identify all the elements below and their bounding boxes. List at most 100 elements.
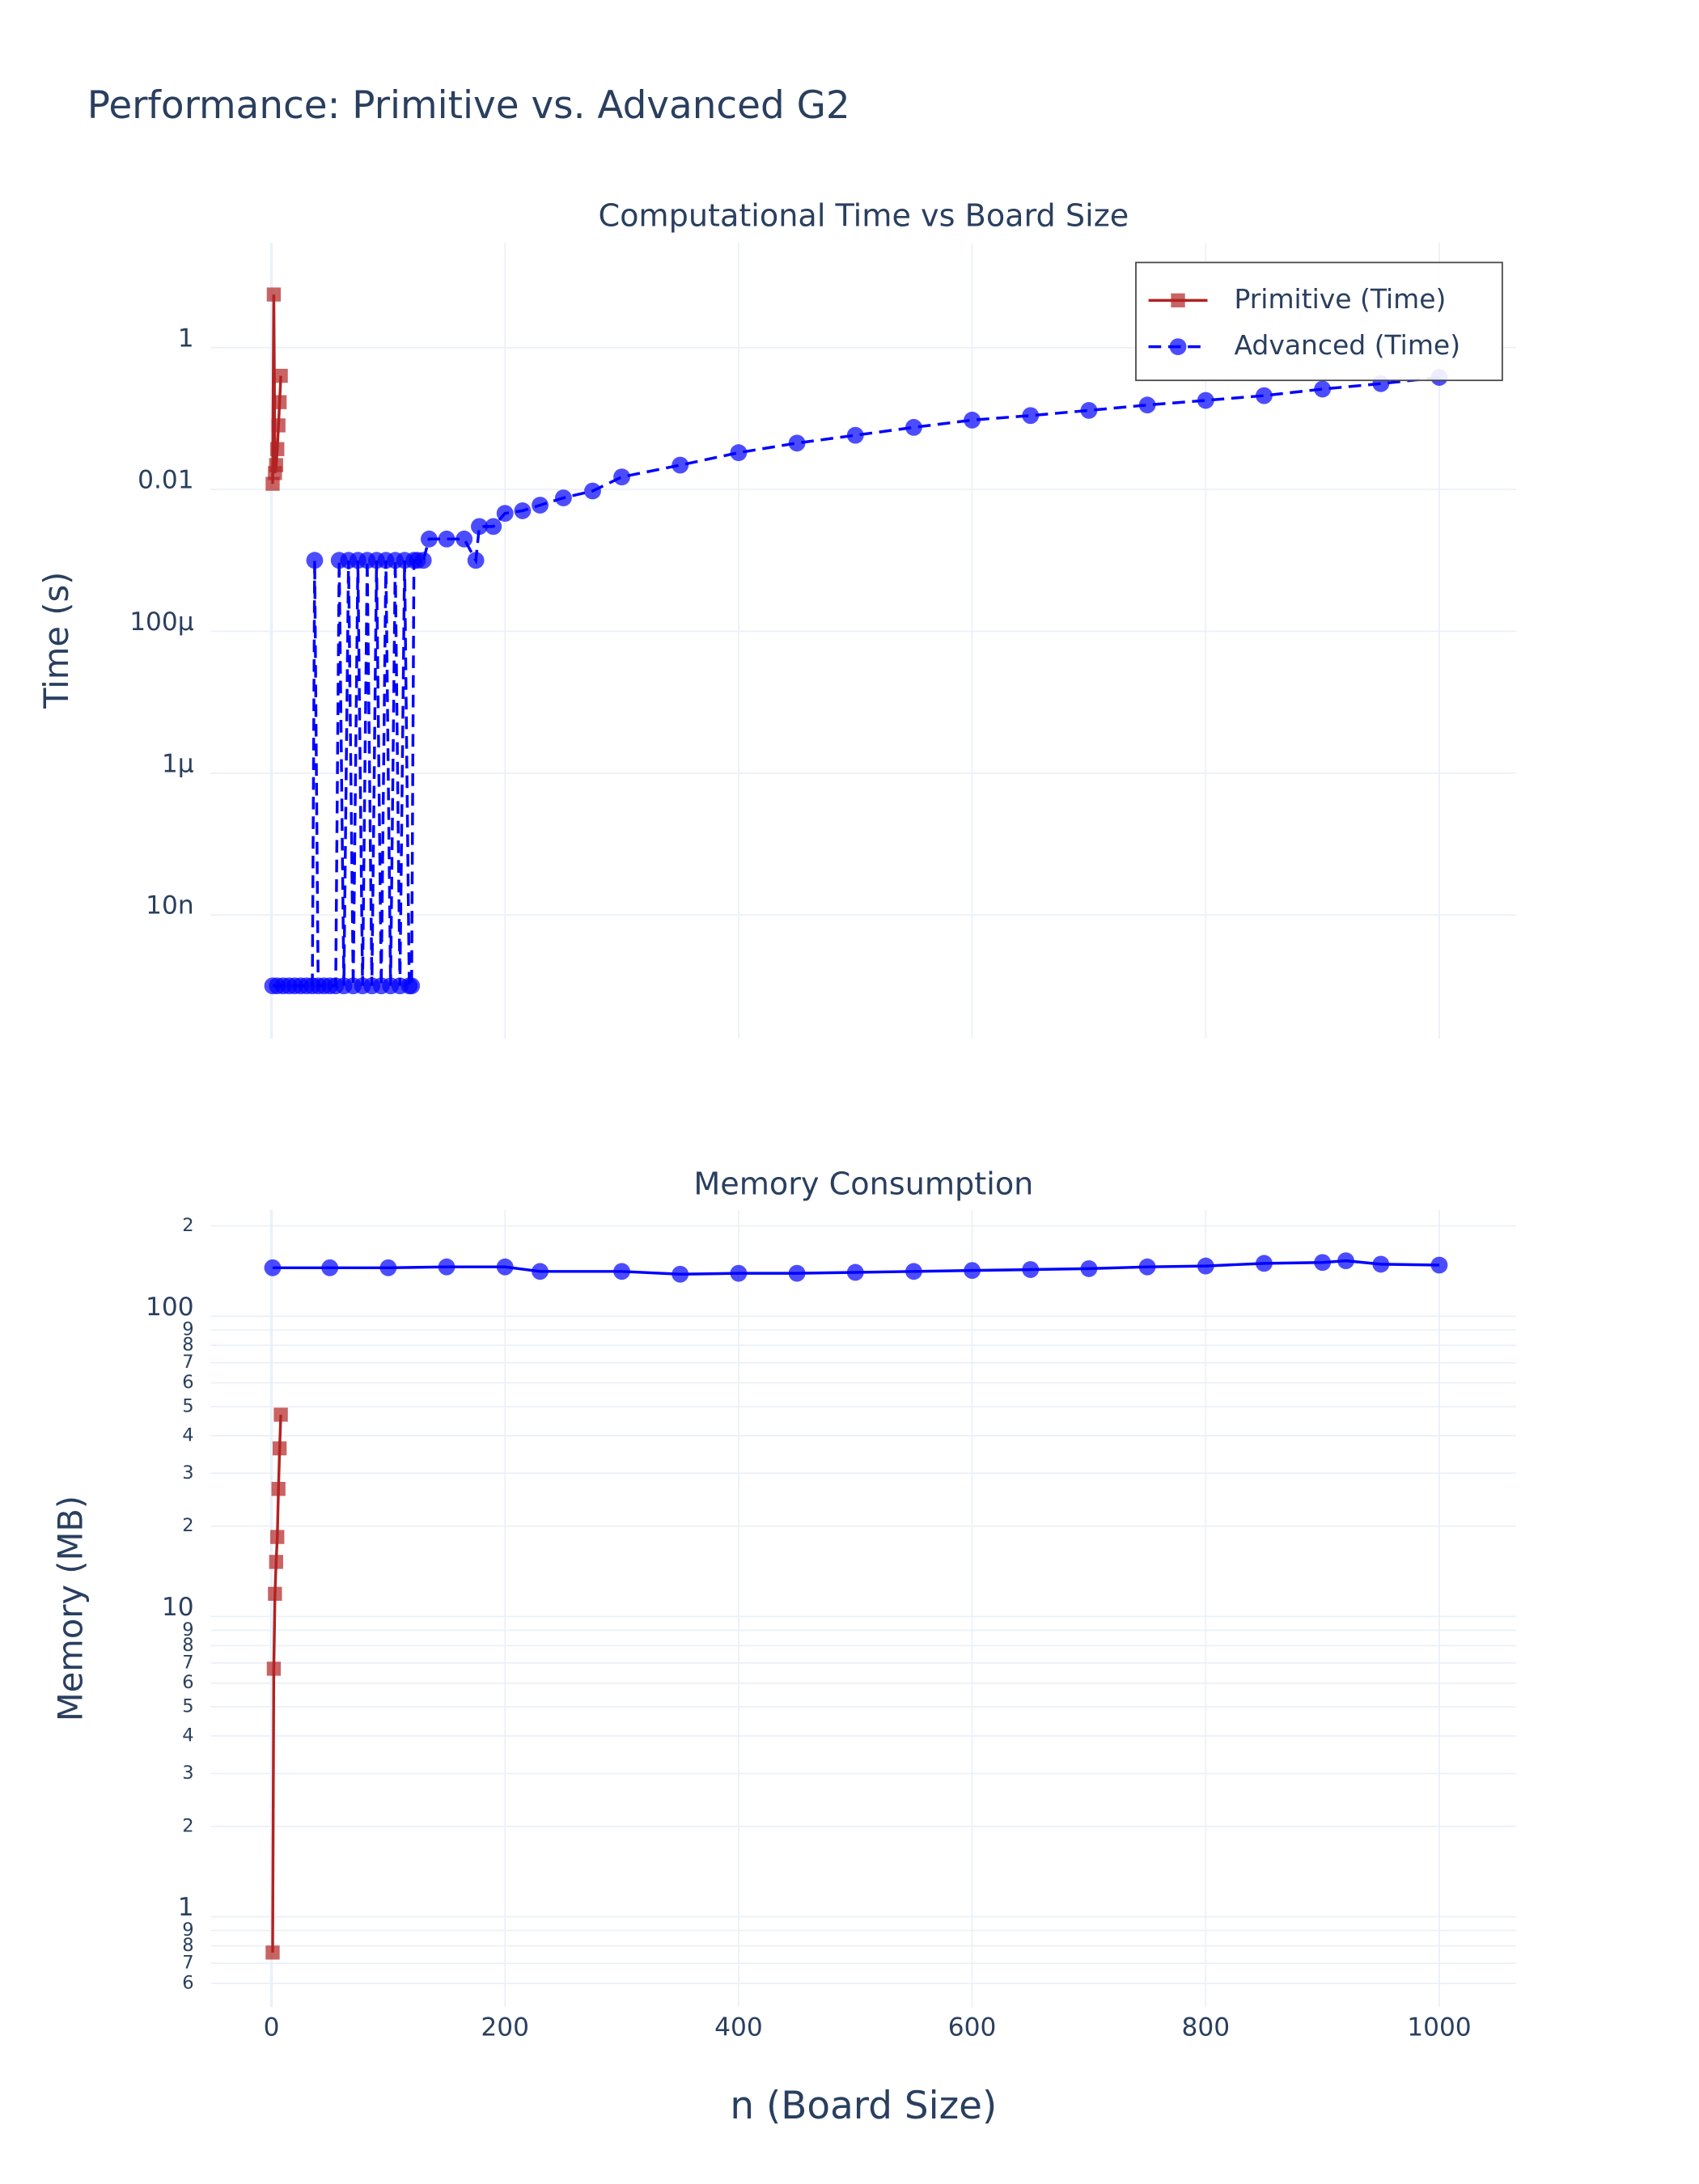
marker [1197, 392, 1214, 409]
legend-marker [1169, 338, 1187, 356]
y-tick-label: 1 [178, 1893, 194, 1922]
marker [584, 482, 601, 500]
marker [964, 411, 981, 429]
y-tick-label: 7 [182, 1352, 193, 1373]
y-tick-label: 10 [162, 1593, 194, 1622]
legend-marker [1171, 293, 1185, 308]
legend-label: Advanced (Time) [1234, 329, 1460, 361]
marker [730, 1264, 748, 1282]
marker [1022, 407, 1040, 425]
y-tick-label: 100μ [129, 607, 194, 637]
marker [964, 1262, 981, 1280]
y-tick-label: 100 [146, 1293, 194, 1322]
marker [272, 395, 287, 409]
marker [1256, 1255, 1273, 1272]
y-tick-label: 9 [182, 1919, 193, 1941]
marker [272, 1441, 287, 1456]
marker [467, 552, 485, 569]
marker [438, 530, 455, 548]
y-tick-label: 0.01 [138, 466, 194, 495]
series-line [272, 1259, 1439, 1276]
y-tick-label: 8 [182, 1335, 193, 1356]
y-tick-label: 4 [182, 1424, 193, 1445]
y-tick-label: 2 [182, 1515, 193, 1536]
y-tick-label: 1μ [162, 749, 194, 778]
x-tick-label: 600 [948, 2013, 997, 2042]
marker [905, 418, 922, 436]
y-tick-label: 9 [182, 1319, 193, 1340]
marker [1256, 387, 1273, 404]
marker [471, 518, 488, 535]
marker [321, 1259, 339, 1276]
marker [672, 1265, 689, 1283]
y-tick-label: 8 [182, 1935, 193, 1956]
marker [1430, 1256, 1448, 1274]
marker [271, 418, 286, 433]
y-tick-label: 5 [182, 1395, 193, 1416]
marker [420, 530, 438, 548]
marker [306, 552, 324, 569]
marker [672, 456, 689, 474]
marker [496, 1258, 514, 1276]
marker [403, 977, 421, 995]
x-tick-label: 0 [264, 2013, 280, 2042]
x-tick-label: 1000 [1407, 2013, 1471, 2042]
legend-label: Primitive (Time) [1234, 283, 1446, 315]
y-axis-label: Time (s) [36, 572, 76, 709]
y-tick-label: 2 [182, 1215, 193, 1236]
y-tick-label: 9 [182, 1619, 193, 1640]
marker [1337, 1252, 1354, 1270]
y-tick-label: 8 [182, 1635, 193, 1656]
marker [268, 1586, 282, 1602]
marker [1080, 401, 1098, 419]
y-tick-label: 3 [182, 1462, 193, 1484]
marker [271, 1482, 286, 1496]
marker [265, 1945, 280, 1960]
marker [730, 444, 748, 461]
y-tick-label: 4 [182, 1725, 193, 1746]
x-axis-label: n (Board Size) [730, 2085, 997, 2128]
marker [485, 518, 502, 535]
marker [532, 1263, 549, 1280]
marker [273, 1407, 288, 1422]
marker [270, 442, 285, 456]
y-tick-label: 1 [178, 324, 194, 353]
marker [1314, 1254, 1332, 1272]
x-tick-label: 400 [714, 2013, 763, 2042]
marker [455, 530, 473, 548]
x-tick-label: 200 [481, 2013, 529, 2042]
y-tick-label: 10n [146, 891, 194, 921]
marker [264, 1259, 282, 1276]
marker [514, 502, 532, 519]
marker [846, 1263, 864, 1281]
marker [554, 489, 572, 506]
marker [532, 497, 549, 514]
figure-title: Performance: Primitive vs. Advanced G2 [87, 84, 850, 128]
marker [414, 552, 432, 569]
y-tick-label: 3 [182, 1763, 193, 1784]
subplot-title: Computational Time vs Board Size [598, 198, 1129, 234]
y-tick-label: 7 [182, 1652, 193, 1673]
y-tick-label: 7 [182, 1953, 193, 1974]
y-tick-label: 5 [182, 1696, 193, 1717]
marker [613, 1263, 630, 1280]
marker [1372, 1255, 1390, 1273]
marker [273, 368, 288, 383]
marker [613, 468, 630, 486]
x-tick-label: 800 [1181, 2013, 1230, 2042]
marker [905, 1263, 922, 1280]
marker [266, 287, 282, 302]
marker [269, 1555, 283, 1569]
marker [788, 1264, 806, 1282]
y-tick-label: 2 [182, 1815, 193, 1836]
legend-box [1135, 261, 1503, 382]
marker [1022, 1261, 1040, 1278]
subplot-title: Memory Consumption [693, 1167, 1033, 1203]
y-tick-label: 6 [182, 1972, 193, 1993]
marker [1080, 1260, 1098, 1277]
marker [846, 426, 864, 444]
marker [265, 476, 280, 491]
marker [379, 1259, 397, 1276]
marker [266, 1661, 282, 1676]
marker [438, 1258, 455, 1276]
